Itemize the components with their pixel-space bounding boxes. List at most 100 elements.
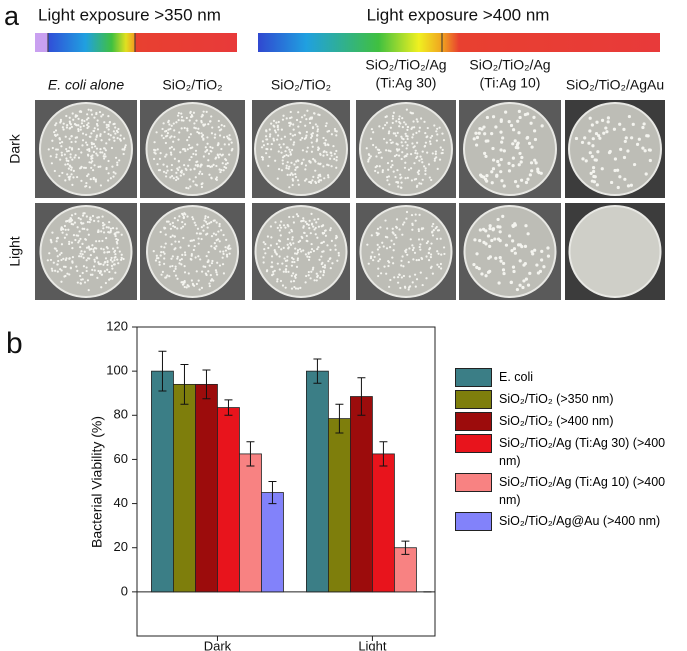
colony — [309, 160, 312, 163]
colony — [408, 285, 412, 288]
colony — [434, 150, 438, 153]
colony — [199, 165, 202, 168]
colony — [497, 163, 501, 167]
colony — [399, 286, 402, 290]
colony — [181, 225, 185, 228]
colony — [116, 163, 119, 167]
colony — [386, 236, 389, 239]
colony — [111, 260, 114, 263]
colony — [113, 259, 116, 262]
colony — [85, 246, 89, 249]
column-label: (Ti:Ag 30) — [376, 75, 437, 91]
colony — [199, 232, 202, 235]
colony — [500, 179, 504, 183]
colony — [285, 264, 288, 268]
colony — [225, 253, 229, 256]
colony — [269, 133, 272, 136]
colony — [80, 122, 84, 125]
colony — [68, 273, 71, 276]
colony — [59, 121, 62, 124]
colony — [496, 159, 500, 164]
colony — [262, 261, 265, 264]
colony — [277, 134, 280, 137]
colony — [202, 137, 205, 140]
colony — [117, 127, 120, 131]
colony — [276, 278, 279, 281]
colony — [420, 256, 423, 260]
colony — [618, 122, 622, 126]
colony — [164, 175, 168, 178]
colony — [323, 177, 326, 180]
colony — [182, 216, 185, 220]
colony — [291, 134, 295, 137]
colony — [281, 262, 284, 265]
colony — [222, 250, 225, 253]
plate — [39, 205, 133, 298]
colony — [56, 236, 59, 239]
colony — [335, 149, 338, 153]
y-tick-label: 100 — [106, 363, 128, 378]
colony — [88, 221, 91, 224]
colony — [644, 172, 648, 176]
colony — [401, 117, 404, 120]
colony — [66, 124, 69, 127]
colony — [64, 228, 67, 231]
colony — [60, 243, 64, 246]
colony — [496, 225, 500, 229]
colony — [583, 136, 587, 140]
colony — [210, 132, 214, 135]
colony — [288, 165, 291, 168]
colony — [392, 111, 395, 114]
colony — [284, 286, 287, 289]
colony — [186, 148, 189, 151]
colony — [295, 213, 299, 216]
colony — [63, 236, 67, 239]
colony — [613, 168, 617, 173]
colony — [397, 154, 401, 157]
x-tick-label: Light — [358, 638, 387, 651]
colony — [381, 241, 384, 244]
colony — [475, 265, 479, 269]
colony — [202, 110, 205, 113]
colony — [79, 218, 82, 221]
colony — [218, 264, 222, 267]
colony — [589, 171, 593, 175]
colony — [60, 258, 63, 262]
colony — [189, 168, 192, 171]
colony — [68, 120, 71, 123]
colony — [436, 229, 440, 232]
colony — [316, 176, 320, 179]
colony — [401, 151, 404, 154]
colony — [414, 151, 417, 155]
colony — [392, 262, 395, 265]
colony — [278, 224, 282, 227]
colony — [158, 157, 162, 160]
colony — [385, 141, 388, 144]
bar — [372, 453, 395, 593]
colony — [300, 219, 304, 223]
colony — [488, 226, 492, 231]
colony — [71, 255, 75, 259]
colony — [429, 256, 432, 259]
colony — [301, 236, 304, 239]
colony — [375, 231, 378, 234]
colony — [297, 111, 300, 114]
colony — [405, 210, 409, 214]
colony — [403, 285, 407, 288]
colony — [177, 138, 180, 141]
colony — [270, 261, 274, 264]
colony — [97, 261, 100, 264]
colony — [190, 253, 193, 256]
column-label: SiO₂/TiO₂ — [271, 77, 331, 93]
bar — [239, 453, 262, 593]
colony — [317, 180, 320, 183]
colony — [591, 137, 595, 141]
colony — [175, 171, 178, 174]
colony — [511, 156, 515, 160]
colony — [177, 159, 180, 163]
colony — [197, 131, 201, 135]
colony — [192, 239, 195, 242]
colony — [93, 127, 96, 130]
colony — [428, 176, 431, 179]
colony — [156, 148, 159, 151]
